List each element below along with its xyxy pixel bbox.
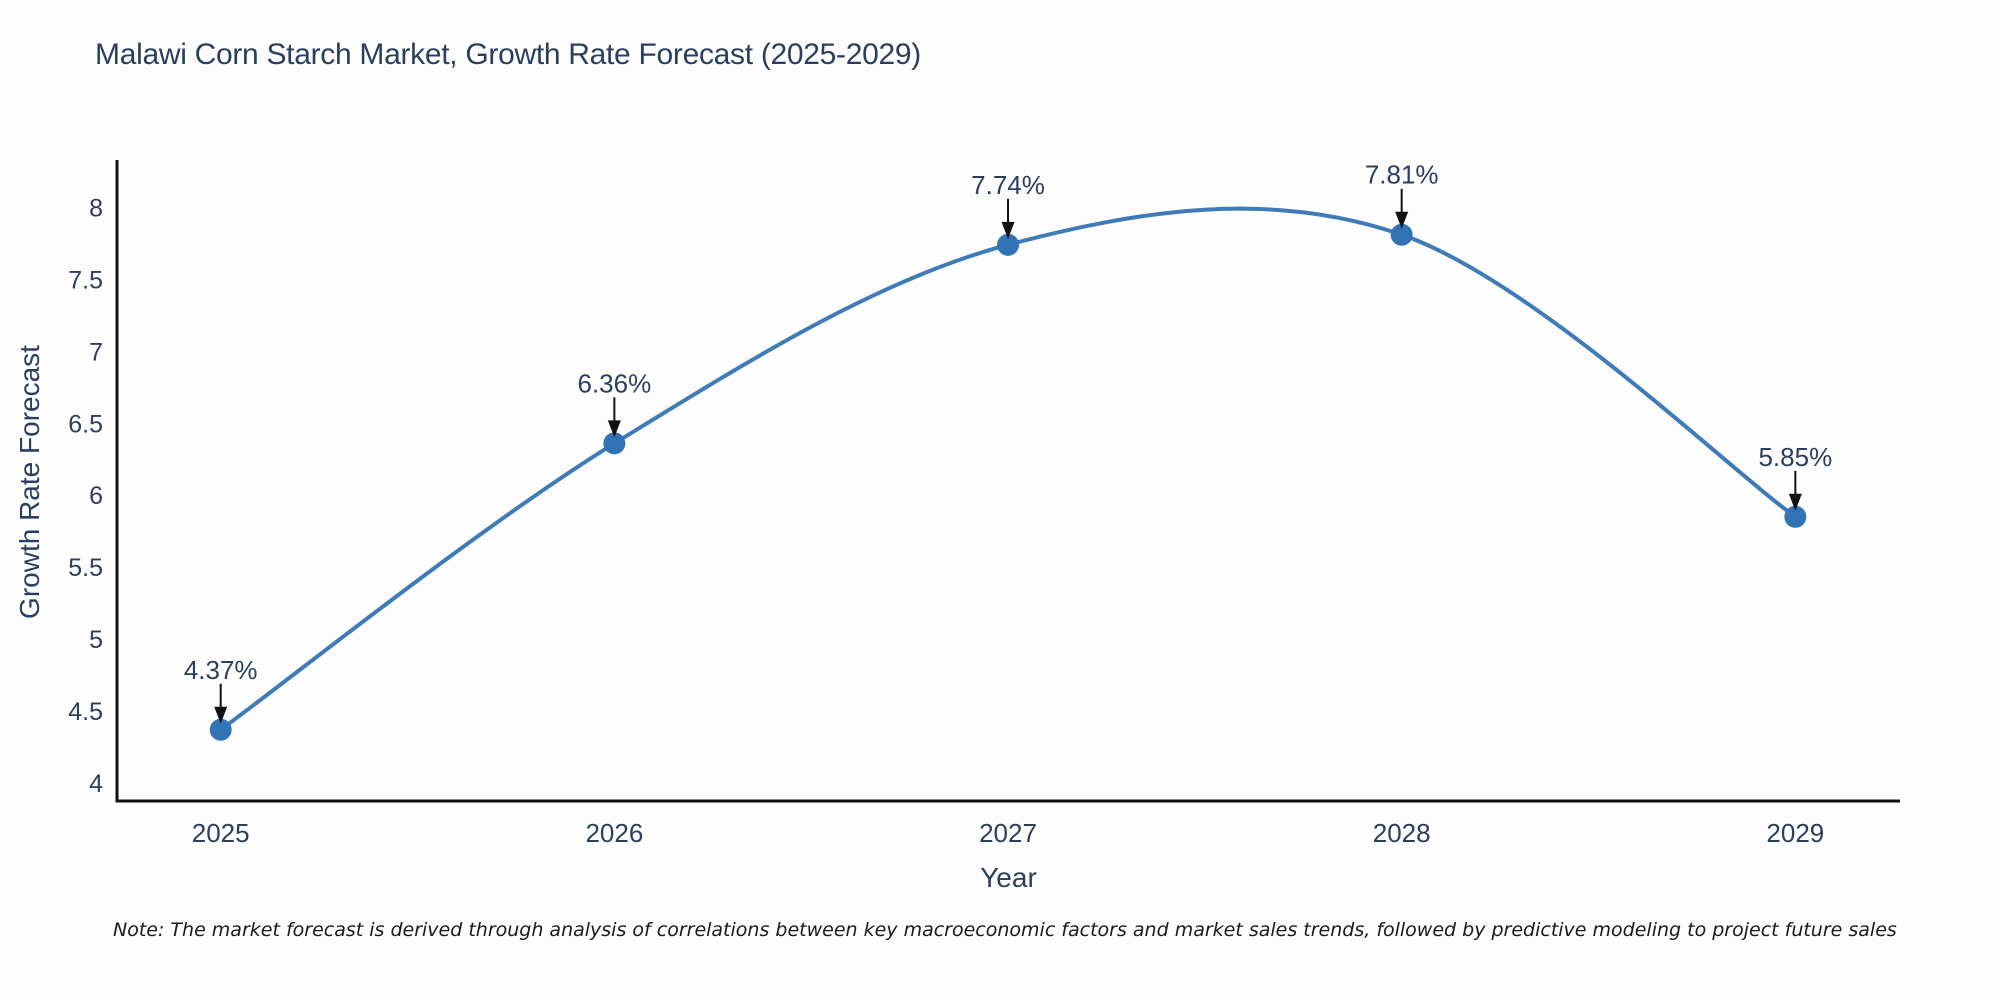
data-point-marker (209, 718, 232, 741)
data-point-label: 6.36% (577, 368, 651, 398)
y-tick-label: 8 (89, 194, 103, 222)
y-tick-label: 5.5 (68, 554, 103, 582)
data-point-label: 5.85% (1758, 442, 1832, 472)
y-tick-label: 7.5 (68, 266, 103, 294)
x-tick-label: 2028 (1373, 818, 1431, 848)
annotation-arrowhead-icon (607, 420, 621, 438)
chart-title: Malawi Corn Starch Market, Growth Rate F… (95, 38, 921, 71)
data-point-marker (603, 432, 626, 455)
annotation-arrowhead-icon (1788, 493, 1802, 511)
data-point-marker (1390, 223, 1413, 246)
annotation-arrowhead-icon (214, 706, 228, 724)
x-tick-label: 2025 (192, 818, 250, 848)
x-axis-title: Year (980, 862, 1037, 893)
data-point-marker (997, 233, 1020, 256)
y-tick-label: 4 (89, 770, 103, 798)
forecast-line (218, 206, 1798, 732)
annotation-arrowhead-icon (1395, 211, 1409, 229)
data-point-label: 7.81% (1365, 160, 1439, 190)
y-tick-label: 5 (89, 626, 103, 654)
y-tick-label: 4.5 (68, 698, 103, 726)
y-tick-label: 7 (89, 338, 103, 366)
annotation-arrowhead-icon (1001, 221, 1015, 239)
data-point-label: 7.74% (971, 170, 1045, 200)
x-tick-label: 2027 (979, 818, 1037, 848)
footnote-text: Note: The market forecast is derived thr… (113, 919, 1897, 941)
y-tick-label: 6.5 (68, 410, 103, 438)
y-tick-label: 6 (89, 482, 103, 510)
x-tick-label: 2026 (585, 818, 643, 848)
x-tick-label: 2029 (1766, 818, 1824, 848)
data-point-label: 4.37% (184, 655, 258, 685)
data-point-marker (1784, 505, 1807, 528)
